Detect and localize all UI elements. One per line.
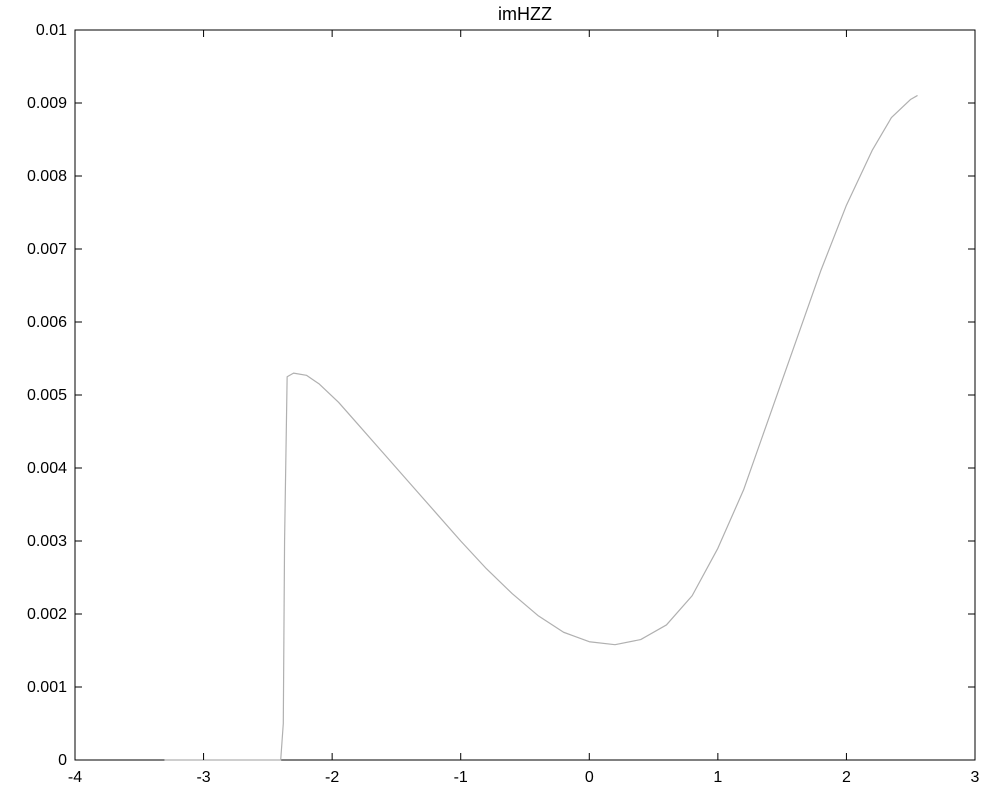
y-tick-label: 0.007: [27, 241, 67, 258]
y-tick-label: 0.009: [27, 95, 67, 112]
x-tick-label: -2: [325, 769, 339, 786]
x-tick-label: -1: [454, 769, 468, 786]
x-tick-label: 0: [585, 769, 594, 786]
y-tick-label: 0.008: [27, 168, 67, 185]
x-tick-label: -4: [68, 769, 82, 786]
y-tick-label: 0.003: [27, 533, 67, 550]
x-tick-label: 2: [842, 769, 851, 786]
chart-title: imHZZ: [498, 4, 552, 24]
y-tick-label: 0.005: [27, 387, 67, 404]
x-tick-label: 3: [971, 769, 980, 786]
y-tick-label: 0.006: [27, 314, 67, 331]
y-tick-label: 0: [58, 752, 67, 769]
y-tick-label: 0.01: [36, 22, 67, 39]
x-tick-label: -3: [196, 769, 210, 786]
line-chart: -4 -3 -2 -1 0 1 2 3 0 0.001 0.002 0.003 0.004 0.005 0.…: [0, 0, 1000, 803]
y-tick-label: 0.004: [27, 460, 67, 477]
y-tick-label: 0.001: [27, 679, 67, 696]
chart-background: [0, 0, 1000, 803]
y-tick-label: 0.002: [27, 606, 67, 623]
x-tick-label: 1: [713, 769, 722, 786]
